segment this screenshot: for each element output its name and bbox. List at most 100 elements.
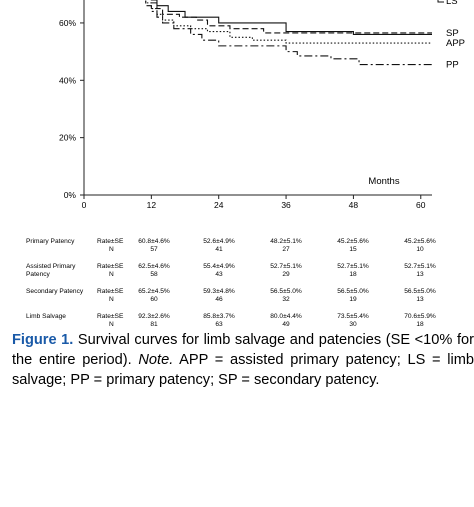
- rate-se-label: Rate±SE: [97, 263, 124, 270]
- risk-cell: 70.6±5.9% 18: [396, 313, 444, 329]
- risk-row-label: Secondary Patency: [26, 288, 84, 295]
- risk-n: 46: [215, 296, 223, 303]
- risk-rate: 65.2±4.5%: [138, 288, 170, 295]
- risk-n: 15: [349, 246, 357, 253]
- x-tick-label: 48: [349, 200, 359, 210]
- n-label: N: [109, 246, 114, 253]
- risk-cell: 60.8±4.6% 57: [130, 238, 178, 254]
- risk-n: 29: [282, 271, 290, 278]
- n-label: N: [109, 321, 114, 328]
- risk-rate: 52.6±4.9%: [203, 238, 235, 245]
- risk-cell: 55.4±4.9% 43: [195, 263, 243, 279]
- y-tick-label: 20%: [59, 133, 76, 143]
- risk-rate: 70.6±5.9%: [404, 313, 436, 320]
- risk-row-key: Rate±SE N: [97, 313, 137, 329]
- risk-rate: 59.3±4.8%: [203, 288, 235, 295]
- x-tick-label: 60: [416, 200, 426, 210]
- risk-rate: 80.0±4.4%: [270, 313, 302, 320]
- risk-row: Primary Patency Rate±SE N 60.8±4.6% 57 52.6±4…: [0, 238, 474, 260]
- risk-cell: 52.7±5.1% 29: [262, 263, 310, 279]
- risk-cell: 52.6±4.9% 41: [195, 238, 243, 254]
- risk-n: 60: [150, 296, 158, 303]
- risk-n: 27: [282, 246, 290, 253]
- y-tick-label: 0%: [64, 190, 77, 200]
- rate-se-label: Rate±SE: [97, 313, 124, 320]
- note-label: Note.: [138, 352, 174, 368]
- x-tick-label: 12: [147, 200, 157, 210]
- x-tick-label: 24: [214, 200, 224, 210]
- series-lines: [145, 0, 432, 66]
- risk-row-label: Primary Patency: [26, 238, 75, 245]
- x-axis-label: Months: [368, 176, 399, 187]
- risk-cell: 56.5±5.0% 32: [262, 288, 310, 304]
- risk-rate: 52.7±5.1%: [270, 263, 302, 270]
- rate-se-label: Rate±SE: [97, 288, 124, 295]
- risk-n: 18: [416, 321, 424, 328]
- legend-label-app: APP: [446, 38, 465, 49]
- risk-rate: 45.2±5.6%: [404, 238, 436, 245]
- risk-row-key: Rate±SE N: [97, 263, 137, 279]
- risk-n: 81: [150, 321, 158, 328]
- y-tick-label: 60%: [59, 18, 76, 28]
- risk-cell: 92.3±2.6% 81: [130, 313, 178, 329]
- risk-n: 41: [215, 246, 223, 253]
- risk-cell: 56.5±5.0% 13: [396, 288, 444, 304]
- risk-rate: 52.7±5.1%: [337, 263, 369, 270]
- risk-rate: 92.3±2.6%: [138, 313, 170, 320]
- x-tick-label: 0: [82, 200, 87, 210]
- risk-rate: 62.5±4.6%: [138, 263, 170, 270]
- risk-cell: 65.2±4.5% 60: [130, 288, 178, 304]
- risk-rate: 56.5±5.0%: [270, 288, 302, 295]
- risk-cell: 48.2±5.1% 27: [262, 238, 310, 254]
- risk-n: 13: [416, 271, 424, 278]
- risk-rate: 56.5±5.0%: [404, 288, 436, 295]
- risk-n: 10: [416, 246, 424, 253]
- risk-rate: 55.4±4.9%: [203, 263, 235, 270]
- risk-rate: 73.5±5.4%: [337, 313, 369, 320]
- risk-row-key: Rate±SE N: [97, 288, 137, 304]
- risk-cell: 59.3±4.8% 46: [195, 288, 243, 304]
- risk-n: 30: [349, 321, 357, 328]
- figure-label: Figure 1.: [12, 332, 74, 348]
- risk-cell: 62.5±4.6% 58: [130, 263, 178, 279]
- legend-label-sp: SP: [446, 28, 459, 39]
- caption-text-2: APP = assisted primary patency; LS = lim…: [12, 352, 474, 388]
- risk-cell: 45.2±5.6% 15: [329, 238, 377, 254]
- legend-line-ls: [437, 0, 444, 3]
- risk-cell: 73.5±5.4% 30: [329, 313, 377, 329]
- risk-row-label: Limb Salvage: [26, 313, 66, 320]
- risk-cell: 52.7±5.1% 13: [396, 263, 444, 279]
- n-label: N: [109, 296, 114, 303]
- risk-row-label: Assisted Primary Patency: [26, 263, 76, 278]
- risk-n: 18: [349, 271, 357, 278]
- n-label: N: [109, 271, 114, 278]
- risk-n: 13: [416, 296, 424, 303]
- risk-n: 63: [215, 321, 223, 328]
- risk-row: Limb Salvage Rate±SE N 92.3±2.6% 81 85.8±3.7%…: [0, 313, 474, 335]
- legend-label-pp: PP: [446, 60, 459, 71]
- rate-se-label: Rate±SE: [97, 238, 124, 245]
- risk-n: 58: [150, 271, 158, 278]
- risk-n: 49: [282, 321, 290, 328]
- risk-rate: 85.8±3.7%: [203, 313, 235, 320]
- series-line-sp: [150, 0, 432, 34]
- risk-cell: 80.0±4.4% 49: [262, 313, 310, 329]
- risk-row-key: Rate±SE N: [97, 238, 137, 254]
- risk-rate: 52.7±5.1%: [404, 263, 436, 270]
- series-line-app: [145, 0, 432, 44]
- risk-n: 32: [282, 296, 290, 303]
- risk-n: 57: [150, 246, 158, 253]
- series-line-ls: [150, 0, 432, 35]
- risk-cell: 85.8±3.7% 63: [195, 313, 243, 329]
- series-line-pp: [145, 0, 432, 66]
- caption-text-1: Survival curves for limb salvage and pat…: [12, 332, 474, 368]
- risk-rate: 60.8±4.6%: [138, 238, 170, 245]
- axes: 0 12 24 36 48 60 0% 20% 40% 60%: [59, 0, 432, 210]
- risk-cell: 52.7±5.1% 18: [329, 263, 377, 279]
- x-tick-label: 36: [281, 200, 291, 210]
- risk-row: Assisted Primary Patency Rate±SE N 62.5±4.6…: [0, 263, 474, 285]
- y-tick-label: 40%: [59, 75, 76, 85]
- figure-caption: Figure 1. Survival curves for limb salva…: [12, 330, 474, 390]
